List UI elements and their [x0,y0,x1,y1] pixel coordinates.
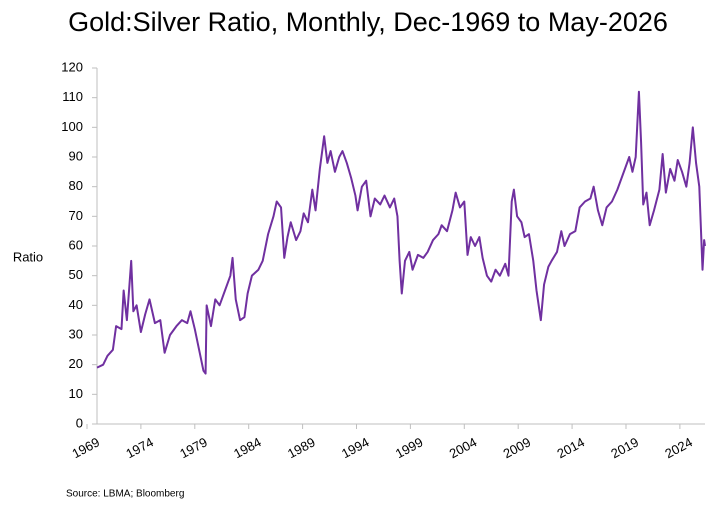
y-tick-label: 90 [69,148,83,163]
x-tick-label: 2024 [662,434,695,461]
x-tick-label: 2009 [501,434,534,461]
x-tick-label: 1969 [69,434,102,461]
y-tick-label: 30 [69,326,83,341]
chart-title: Gold:Silver Ratio, Monthly, Dec-1969 to … [68,7,668,37]
x-tick-label: 2004 [447,434,480,461]
y-tick-label: 50 [69,267,83,282]
source-note: Source: LBMA; Bloomberg [66,489,184,500]
data-line [96,90,706,375]
y-tick-label: 70 [69,208,83,223]
y-tick-label: 100 [61,119,83,134]
x-tick-label: 1984 [231,434,264,461]
y-tick-label: 80 [69,178,83,193]
y-axis-label: Ratio [13,249,43,264]
x-tick-label: 2019 [608,434,641,461]
y-tick-label: 110 [62,89,83,104]
y-tick-label: 40 [69,297,83,312]
y-tick-label: 10 [69,386,83,401]
x-tick-label: 2014 [555,434,588,461]
x-tick-label: 1974 [123,434,156,461]
y-tick-label: 20 [69,356,83,371]
y-tick-label: 60 [69,237,83,252]
y-tick-label: 0 [76,415,83,430]
y-tick-label: 120 [61,59,83,74]
x-tick-label: 1989 [285,434,318,461]
x-tick-label: 1994 [339,434,372,461]
x-tick-label: 1979 [177,434,210,461]
x-tick-label: 1999 [393,434,426,461]
